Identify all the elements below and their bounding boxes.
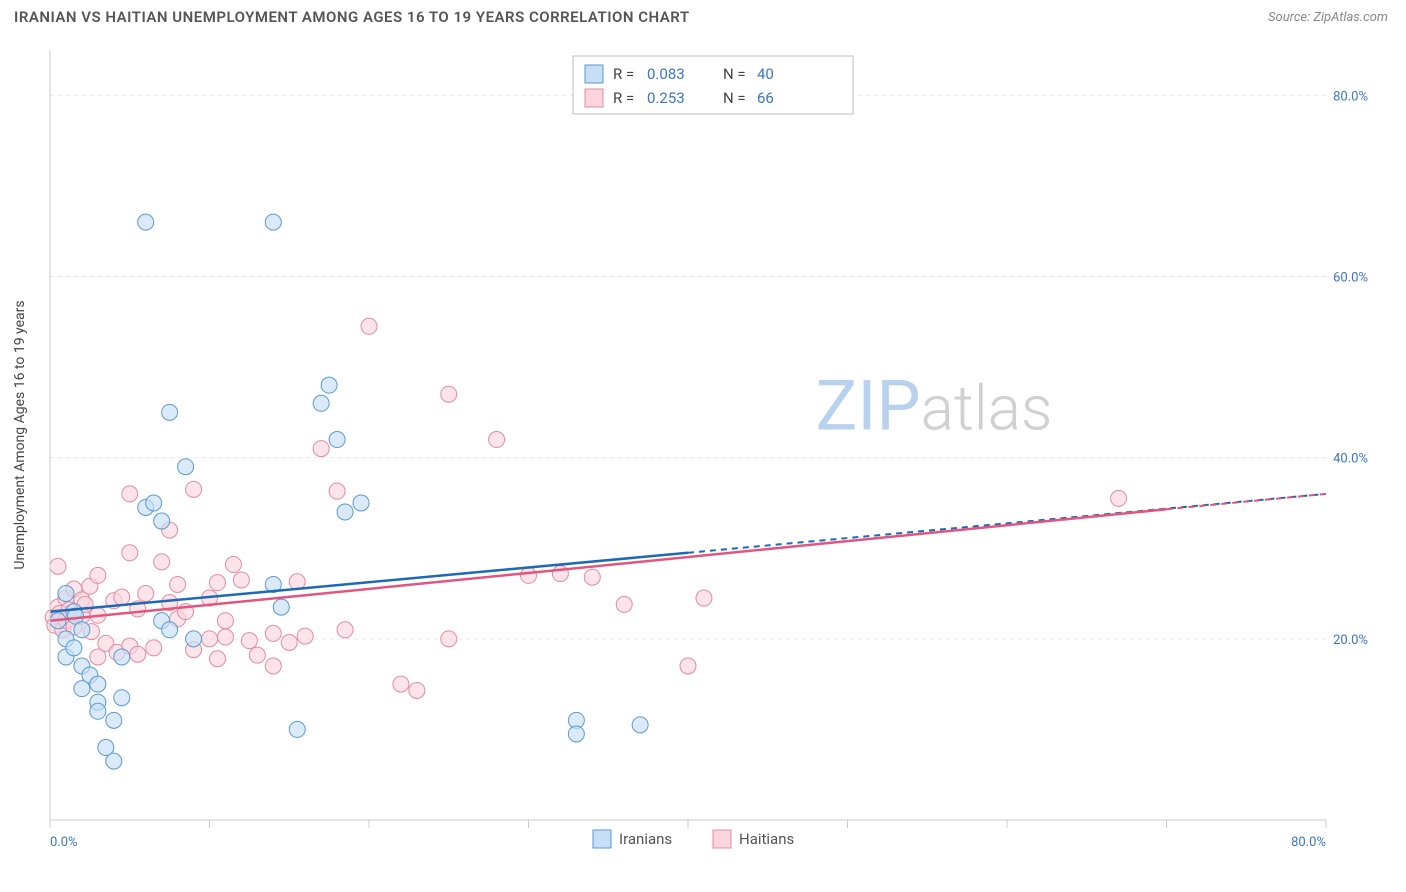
svg-text:66: 66 [757,89,774,107]
svg-text:0.083: 0.083 [647,65,685,83]
source-label: Source: ZipAtlas.com [1268,10,1388,25]
correlation-chart: ZIPatlas 0.0% 80.0% 20.0% 40.0% 60.0% 80.0% Une… [0,30,1406,880]
svg-text:60.0%: 60.0% [1333,270,1368,285]
svg-text:40: 40 [757,65,774,83]
svg-text:0.253: 0.253 [647,89,685,107]
svg-text:40.0%: 40.0% [1333,452,1368,467]
svg-text:20.0%: 20.0% [1333,633,1368,648]
svg-text:Unemployment Among Ages 16 to: Unemployment Among Ages 16 to 19 years [12,300,28,569]
svg-text:N =: N = [723,65,746,83]
svg-text:N =: N = [723,89,746,107]
svg-text:Haitians: Haitians [739,830,794,848]
svg-text:0.0%: 0.0% [50,835,78,850]
svg-text:R =: R = [613,89,634,107]
svg-text:80.0%: 80.0% [1333,89,1368,104]
svg-text:80.0%: 80.0% [1291,835,1326,850]
svg-text:R =: R = [613,65,634,83]
chart-title: IRANIAN VS HAITIAN UNEMPLOYMENT AMONG AG… [14,8,690,26]
svg-text:ZIPatlas: ZIPatlas [815,366,1052,448]
chart-container: ZIPatlas 0.0% 80.0% 20.0% 40.0% 60.0% 80.0% Une… [0,30,1406,880]
svg-text:Iranians: Iranians [619,830,672,848]
